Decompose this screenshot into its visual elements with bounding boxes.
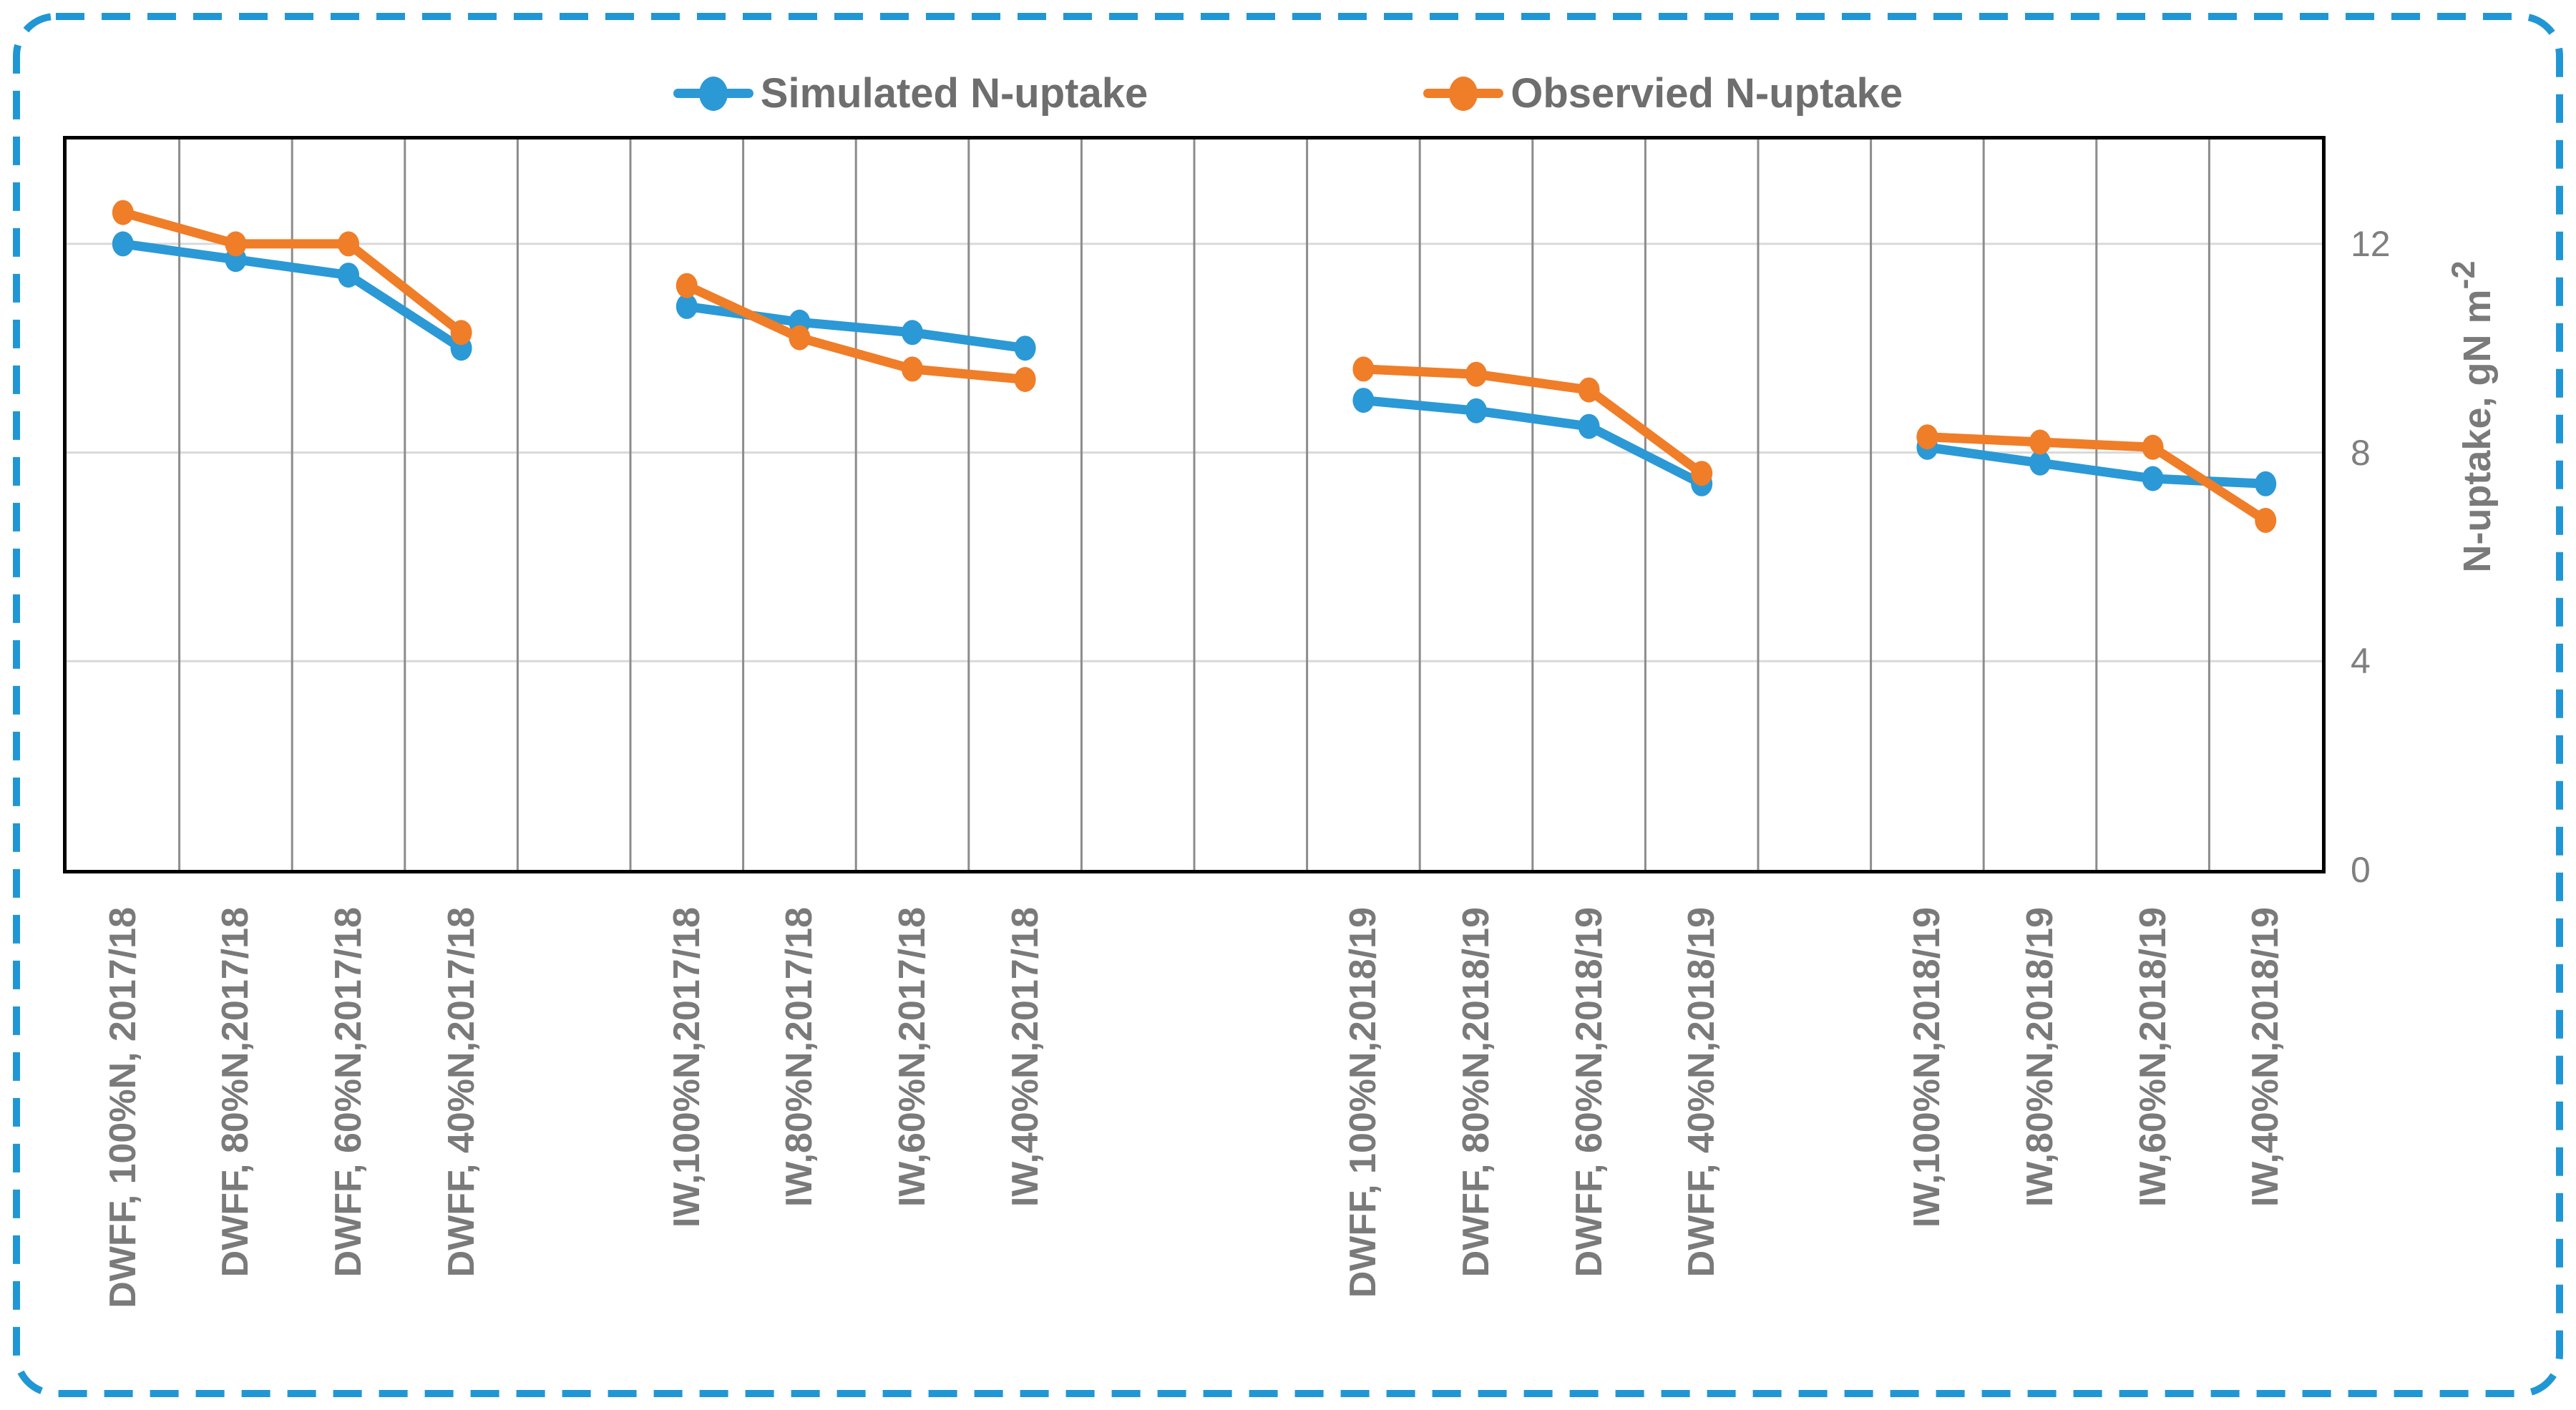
- legend-item-observed: Observied N-uptake: [1423, 69, 1903, 117]
- series-line-simulated: [118, 239, 467, 353]
- data-point-marker-observed: [112, 200, 134, 225]
- data-point-marker-observed: [675, 273, 698, 298]
- data-point-marker-simulated: [2255, 471, 2277, 496]
- x-axis-label: DWFF, 40%N,2017/18: [440, 907, 482, 1278]
- legend-dot-simulated: [698, 77, 728, 111]
- data-point-marker-observed: [2029, 429, 2051, 455]
- series-line-observed: [118, 207, 467, 338]
- plot-area: [63, 136, 2326, 873]
- y-tick-label: 8: [2351, 432, 2371, 473]
- x-axis-label: DWFF, 80%N,2017/18: [215, 907, 257, 1278]
- chart-legend: Simulated N-uptake Observied N-uptake: [0, 63, 2576, 123]
- data-point-marker-observed: [450, 320, 472, 346]
- legend-item-label: Observied N-uptake: [1511, 69, 1903, 117]
- legend-item-simulated: Simulated N-uptake: [673, 69, 1148, 117]
- data-point-marker-simulated: [2029, 450, 2051, 476]
- series-line-observed: [1922, 432, 2270, 525]
- data-point-marker-simulated: [902, 320, 923, 346]
- data-point-marker-simulated: [1465, 398, 1487, 424]
- data-point-marker-observed: [789, 325, 811, 351]
- y-tick-label: 12: [2351, 223, 2391, 264]
- data-point-marker-simulated: [1352, 388, 1375, 413]
- x-axis-label: DWFF, 60%N,2017/18: [328, 907, 369, 1278]
- data-point-marker-simulated: [338, 263, 359, 288]
- x-axis-label: DWFF, 80%N,2018/19: [1455, 907, 1497, 1278]
- x-axis-label: DWFF, 40%N,2018/19: [1681, 907, 1723, 1278]
- x-axis-label: IW,100%N,2017/18: [665, 907, 708, 1228]
- data-point-marker-observed: [2255, 507, 2277, 533]
- x-axis-label: IW,100%N,2018/19: [1906, 907, 1948, 1228]
- data-point-marker-observed: [338, 231, 359, 257]
- y-axis-title-text: N-uptake, gN m: [2456, 289, 2499, 573]
- y-axis-title: N-uptake, gN m-2: [2445, 260, 2499, 576]
- x-axis-label: IW,40%N,2017/18: [1004, 907, 1046, 1208]
- x-axis-label: DWFF, 60%N,2018/19: [1568, 907, 1610, 1278]
- data-point-marker-simulated: [675, 293, 698, 319]
- data-point-marker-simulated: [112, 231, 134, 257]
- data-point-marker-observed: [1352, 356, 1375, 382]
- data-point-marker-simulated: [1578, 413, 1600, 439]
- y-tick-label: 4: [2351, 641, 2371, 682]
- series-line-simulated: [1358, 396, 1707, 489]
- data-point-marker-observed: [1465, 361, 1487, 387]
- x-axis-label: IW,60%N,2017/18: [892, 907, 933, 1208]
- x-axis-label: DWFF, 100%N, 2017/18: [102, 907, 144, 1308]
- x-axis-label: DWFF, 100%N,2018/19: [1342, 907, 1385, 1298]
- data-point-marker-observed: [2142, 434, 2164, 460]
- x-axis-label: IW,80%N,2017/18: [779, 907, 821, 1208]
- x-axis-label: IW,60%N,2018/19: [2132, 907, 2174, 1208]
- series-line-observed: [682, 280, 1030, 384]
- x-axis-label: IW,40%N,2018/19: [2245, 907, 2287, 1208]
- series-line-observed: [1358, 364, 1707, 479]
- data-point-marker-observed: [902, 356, 923, 382]
- legend-dot-observed: [1449, 77, 1478, 111]
- y-tick-label: 0: [2351, 850, 2371, 890]
- data-point-marker-observed: [1916, 424, 1938, 450]
- data-point-marker-observed: [1691, 461, 1713, 486]
- data-point-marker-observed: [1014, 367, 1036, 392]
- simulated-line-marker-icon: [673, 72, 753, 114]
- data-point-marker-observed: [225, 231, 247, 257]
- x-axis-label: IW,80%N,2018/19: [2019, 907, 2061, 1208]
- observed-line-marker-icon: [1423, 72, 1504, 114]
- y-axis-title-superscript: -2: [2445, 260, 2482, 290]
- data-point-marker-observed: [1578, 377, 1600, 403]
- legend-item-label: Simulated N-uptake: [760, 69, 1148, 117]
- chart-svg: [67, 139, 2322, 870]
- data-point-marker-simulated: [2142, 466, 2164, 491]
- data-point-marker-simulated: [1014, 336, 1036, 361]
